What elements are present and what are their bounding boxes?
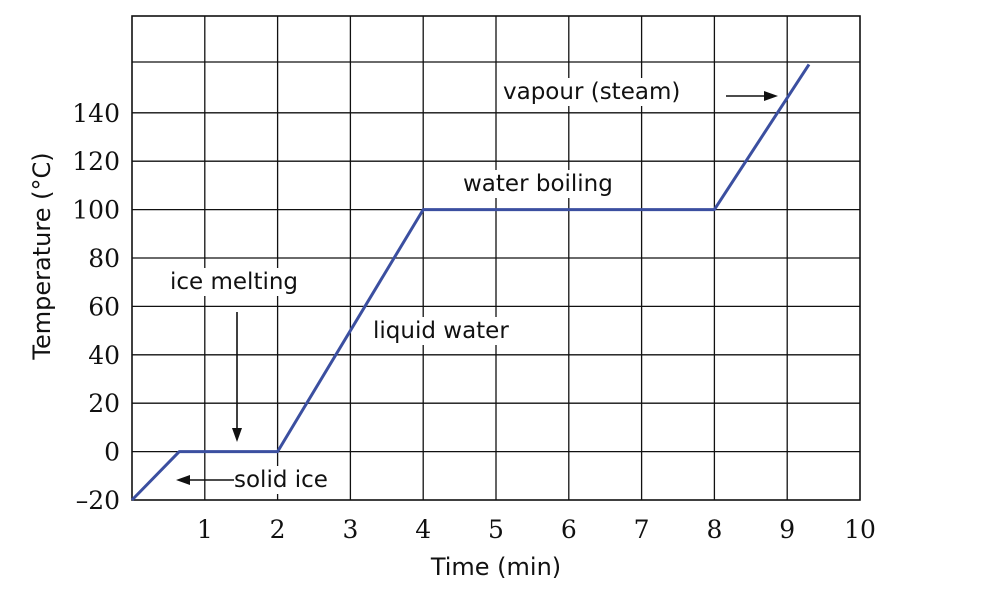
y-tick-label: 80 bbox=[88, 244, 120, 273]
y-tick-label: 20 bbox=[88, 389, 120, 418]
y-tick-label: 40 bbox=[88, 341, 120, 370]
heating-curve-line bbox=[130, 63, 811, 502]
annotation-solid-ice: solid ice bbox=[234, 467, 328, 493]
annotation-vapour-steam: vapour (steam) bbox=[503, 79, 680, 105]
x-tick-label: 3 bbox=[342, 515, 358, 544]
x-tick-label: 7 bbox=[634, 515, 650, 544]
annotation-water-boiling: water boiling bbox=[463, 171, 613, 197]
y-axis-label: Temperature (°C) bbox=[28, 152, 56, 360]
y-tick-label: 140 bbox=[72, 99, 120, 128]
y-tick-label: 100 bbox=[72, 196, 120, 225]
y-tick-label: 60 bbox=[88, 292, 120, 321]
arrow-melting-head bbox=[232, 428, 242, 442]
x-tick-label: 9 bbox=[779, 515, 795, 544]
x-tick-label: 2 bbox=[270, 515, 286, 544]
x-tick-label: 4 bbox=[415, 515, 431, 544]
x-axis-label: Time (min) bbox=[430, 553, 561, 581]
annotation-background bbox=[231, 466, 331, 494]
x-tick-label: 5 bbox=[488, 515, 504, 544]
arrow-vapour-head bbox=[764, 91, 778, 101]
x-tick-label: 8 bbox=[706, 515, 722, 544]
annotation-background bbox=[167, 268, 302, 296]
annotation-background bbox=[370, 317, 513, 345]
plot-frame bbox=[131, 15, 861, 501]
heating-curve bbox=[130, 63, 811, 502]
annotation-liquid-water: liquid water bbox=[373, 318, 509, 344]
annotation-ice-melting: ice melting bbox=[170, 269, 298, 295]
x-tick-label: 1 bbox=[197, 515, 213, 544]
arrow-solid-head bbox=[176, 475, 190, 485]
x-tick-labels: 1 2 3 4 5 6 7 8 9 10 bbox=[197, 515, 876, 544]
annotation-background bbox=[500, 78, 684, 106]
annotation-background bbox=[460, 170, 616, 198]
annotation-backgrounds bbox=[167, 78, 684, 494]
y-tick-label: 120 bbox=[72, 147, 120, 176]
y-tick-label: 0 bbox=[104, 438, 120, 467]
grid bbox=[132, 16, 860, 500]
annotation-arrows bbox=[176, 91, 778, 485]
x-tick-label: 10 bbox=[844, 515, 876, 544]
y-tick-label: –20 bbox=[76, 486, 120, 515]
y-tick-labels: –20 0 20 40 60 80 100 120 140 bbox=[72, 99, 120, 515]
x-tick-label: 6 bbox=[561, 515, 577, 544]
